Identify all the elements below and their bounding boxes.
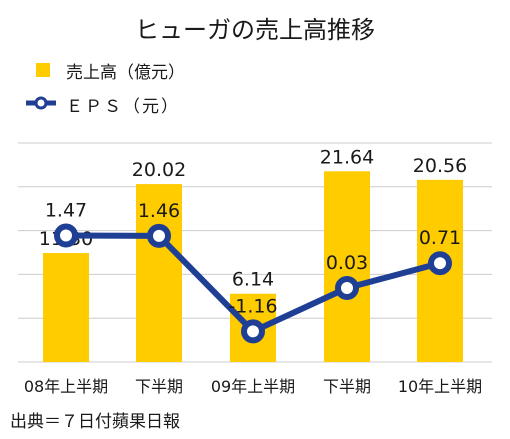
eps-data-label: -1.16 bbox=[228, 295, 277, 317]
legend-line-label: ＥＰＳ（元） bbox=[66, 97, 180, 117]
x-tick-label: 10年上半期 bbox=[398, 377, 482, 396]
bar-data-label: 20.56 bbox=[413, 155, 467, 177]
eps-point bbox=[241, 319, 265, 344]
source-note: 出典＝７日付蘋果日報 bbox=[10, 412, 180, 432]
bar bbox=[136, 184, 182, 362]
eps-point bbox=[335, 275, 359, 300]
bar bbox=[43, 252, 89, 362]
legend-bar-label: 売上高（億元） bbox=[66, 63, 185, 83]
bar-data-label: 21.64 bbox=[320, 146, 374, 168]
eps-data-label: 1.47 bbox=[45, 199, 87, 221]
eps-point bbox=[147, 223, 171, 248]
x-tick-label: 09年上半期 bbox=[211, 377, 295, 396]
legend-line-swatch bbox=[26, 96, 56, 110]
chart-title: ヒューガの売上高推移 bbox=[135, 16, 375, 44]
bar-data-label: 20.02 bbox=[132, 159, 186, 181]
x-tick-label: 08年上半期 bbox=[24, 377, 108, 396]
bar-data-label: 6.14 bbox=[232, 269, 274, 291]
eps-point bbox=[428, 251, 452, 276]
eps-data-label: 0.03 bbox=[326, 252, 368, 274]
x-tick-label: 下半期 bbox=[323, 377, 371, 396]
eps-data-label: 1.46 bbox=[138, 200, 180, 222]
eps-data-label: 0.71 bbox=[419, 227, 461, 249]
bar bbox=[324, 171, 370, 362]
legend-bar-swatch bbox=[36, 63, 50, 77]
eps-point bbox=[54, 223, 78, 248]
x-tick-label: 下半期 bbox=[135, 377, 183, 396]
